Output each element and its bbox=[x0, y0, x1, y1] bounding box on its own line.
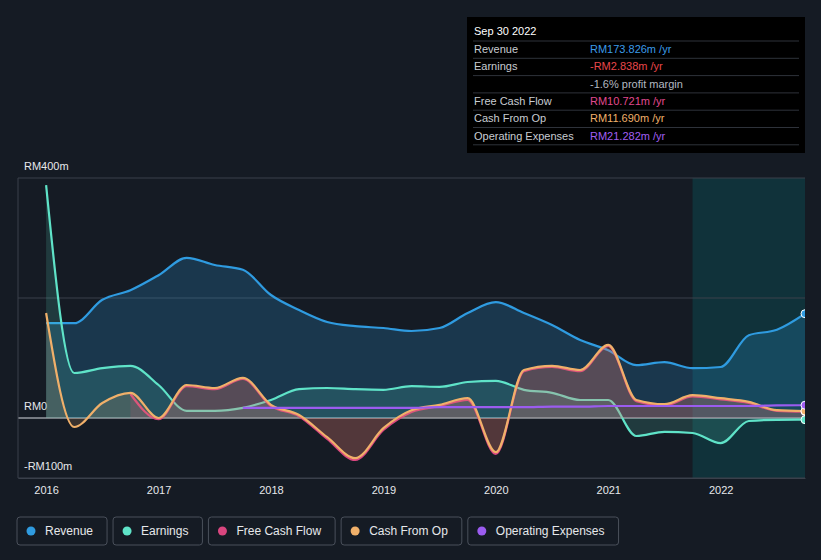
series-line bbox=[46, 313, 805, 458]
series-area bbox=[46, 313, 805, 458]
legend: Revenue Earnings Free Cash Flow Cash From O… bbox=[17, 517, 619, 545]
tooltip-value: RM173.826m /yr bbox=[590, 43, 672, 55]
y-axis: RM400m RM0 -RM100m bbox=[18, 160, 72, 478]
legend-button[interactable] bbox=[17, 517, 107, 545]
tooltip: Sep 30 2022 Revenue RM173.826m /yr Earnings… bbox=[467, 17, 805, 153]
background bbox=[0, 0, 821, 560]
tooltip-divider bbox=[473, 144, 799, 145]
tooltip-value: RM10.721m /yr bbox=[590, 95, 666, 107]
end-markers bbox=[801, 310, 805, 424]
legend-swatch bbox=[27, 527, 36, 536]
legend-swatch bbox=[218, 527, 227, 536]
chart: RM400m RM0 -RM100m 2016 2017 2018 2019 2020 2021… bbox=[0, 0, 821, 560]
legend-label: Earnings bbox=[141, 524, 188, 538]
tooltip-label: Operating Expenses bbox=[474, 130, 574, 142]
tooltip-divider bbox=[473, 127, 799, 128]
legend-label: Revenue bbox=[45, 524, 93, 538]
legend-label: Free Cash Flow bbox=[236, 524, 321, 538]
x-tick: 2016 bbox=[34, 478, 58, 496]
legend-button[interactable] bbox=[208, 517, 335, 545]
y-tick-label: RM0 bbox=[24, 400, 47, 412]
x-tick-label: 2016 bbox=[34, 484, 58, 496]
grid-line bbox=[18, 478, 805, 479]
legend-swatch bbox=[351, 527, 360, 536]
x-tick-label: 2020 bbox=[484, 484, 508, 496]
x-tick-label: 2018 bbox=[259, 484, 283, 496]
x-tick: 2020 bbox=[484, 478, 508, 496]
y-tick-label: RM400m bbox=[24, 160, 69, 172]
tooltip-value: -RM2.838m /yr bbox=[590, 60, 663, 72]
x-tick: 2019 bbox=[372, 478, 396, 496]
grid-line bbox=[18, 178, 805, 179]
legend-item[interactable]: Operating Expenses bbox=[468, 517, 619, 545]
legend-label: Cash From Op bbox=[369, 524, 448, 538]
legend-item[interactable]: Revenue bbox=[17, 517, 107, 545]
series-line bbox=[46, 258, 805, 368]
legend-item[interactable]: Cash From Op bbox=[341, 517, 462, 545]
y-tick-label: -RM100m bbox=[24, 460, 72, 472]
x-tick-label: 2019 bbox=[372, 484, 396, 496]
x-tick-label: 2017 bbox=[147, 484, 171, 496]
legend-item[interactable]: Earnings bbox=[113, 517, 202, 545]
tooltip-value: -1.6% profit margin bbox=[590, 78, 683, 90]
plot-marks bbox=[46, 185, 805, 460]
y-grid bbox=[18, 178, 805, 478]
x-tick-label: 2022 bbox=[709, 484, 733, 496]
end-marker bbox=[801, 401, 805, 409]
series-line bbox=[243, 405, 805, 408]
legend-label: Operating Expenses bbox=[496, 524, 605, 538]
legend-swatch bbox=[123, 527, 132, 536]
x-axis: 2016 2017 2018 2019 2020 2021 2022 bbox=[19, 478, 806, 496]
tooltip-label: Free Cash Flow bbox=[474, 95, 552, 107]
x-tick: 2022 bbox=[709, 478, 733, 496]
tooltip-divider bbox=[473, 92, 799, 93]
tooltip-label: Cash From Op bbox=[474, 112, 546, 124]
legend-button[interactable] bbox=[468, 517, 619, 545]
legend-item[interactable]: Free Cash Flow bbox=[208, 517, 335, 545]
tooltip-title: Sep 30 2022 bbox=[474, 25, 536, 37]
end-marker bbox=[801, 416, 805, 424]
legend-swatch bbox=[477, 527, 486, 536]
tooltip-divider bbox=[473, 41, 799, 42]
end-marker bbox=[801, 310, 805, 318]
x-tick: 2017 bbox=[147, 478, 171, 496]
x-tick: 2018 bbox=[259, 478, 283, 496]
tooltip-label: Earnings bbox=[474, 60, 518, 72]
tooltip-box bbox=[467, 17, 805, 153]
tooltip-value: RM11.690m /yr bbox=[590, 112, 665, 124]
tooltip-divider bbox=[473, 110, 799, 111]
y-axis-line bbox=[18, 178, 19, 478]
tooltip-value: RM21.282m /yr bbox=[590, 130, 666, 142]
tooltip-divider bbox=[473, 58, 799, 59]
tooltip-label: Revenue bbox=[474, 43, 518, 55]
x-tick-label: 2021 bbox=[597, 484, 621, 496]
x-axis-line bbox=[19, 478, 806, 479]
legend-button[interactable] bbox=[113, 517, 202, 545]
legend-button[interactable] bbox=[341, 517, 462, 545]
tooltip-divider bbox=[473, 75, 799, 76]
x-tick: 2021 bbox=[597, 478, 621, 496]
